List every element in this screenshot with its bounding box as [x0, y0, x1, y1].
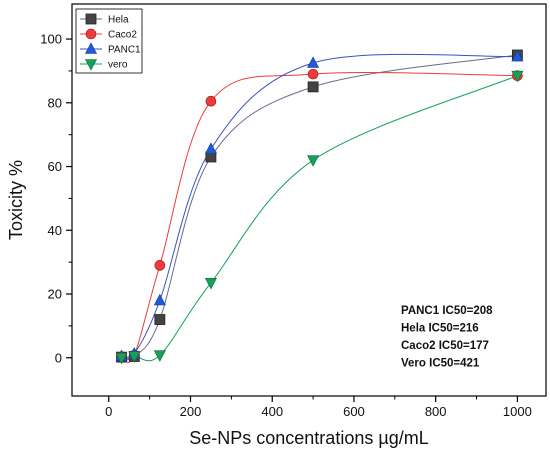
ic50-annotation: Caco2 IC50=177	[401, 340, 489, 352]
ic50-annotation: Vero IC50=421	[401, 358, 480, 370]
legend-label-caco2: Caco2	[108, 30, 137, 41]
data-point-vero	[128, 351, 141, 363]
legend-label-hela: Hela	[108, 15, 129, 26]
x-tick-label: 400	[261, 404, 283, 419]
data-point-panc1	[204, 142, 217, 154]
data-point-hela	[154, 314, 166, 325]
x-axis-title: Se-NPs concentrations µg/mL	[189, 428, 428, 448]
data-point-vero	[511, 70, 524, 83]
data-point-panc1	[511, 49, 524, 62]
data-point-hela	[307, 81, 319, 93]
x-tick-label: 0	[105, 404, 112, 419]
legend-label-vero: vero	[108, 60, 128, 71]
y-tick-label: 80	[48, 95, 62, 110]
ic50-annotation: Hela IC50=216	[401, 323, 479, 335]
y-tick-label: 40	[48, 223, 62, 238]
y-tick-label: 60	[48, 159, 62, 174]
legend-marker-vero	[85, 59, 97, 71]
data-point-vero	[307, 155, 320, 167]
y-tick-label: 100	[40, 32, 62, 47]
legend-label-panc1: PANC1	[108, 45, 141, 56]
legend-marker-hela	[85, 13, 97, 25]
x-tick-label: 1000	[503, 404, 532, 419]
data-point-caco2	[154, 260, 166, 271]
data-point-caco2	[307, 68, 319, 80]
y-tick-label: 0	[55, 350, 62, 365]
x-tick-label: 800	[425, 404, 447, 419]
x-tick-label: 200	[180, 404, 202, 419]
legend-marker-caco2	[85, 28, 97, 40]
data-point-panc1	[153, 293, 166, 306]
ic50-annotation: PANC1 IC50=208	[401, 305, 493, 317]
series-line-vero	[121, 75, 518, 362]
data-point-panc1	[307, 56, 320, 68]
series-line-caco2	[121, 72, 518, 363]
data-point-vero	[153, 350, 166, 362]
y-tick-label: 20	[48, 287, 62, 302]
data-point-caco2	[205, 95, 217, 107]
plot-frame	[71, 3, 547, 397]
x-tick-label: 600	[343, 404, 365, 419]
legend-marker-panc1	[85, 42, 97, 54]
y-axis-title: Toxicity %	[6, 160, 26, 240]
data-point-vero	[204, 278, 217, 290]
data-point-vero	[115, 352, 128, 365]
